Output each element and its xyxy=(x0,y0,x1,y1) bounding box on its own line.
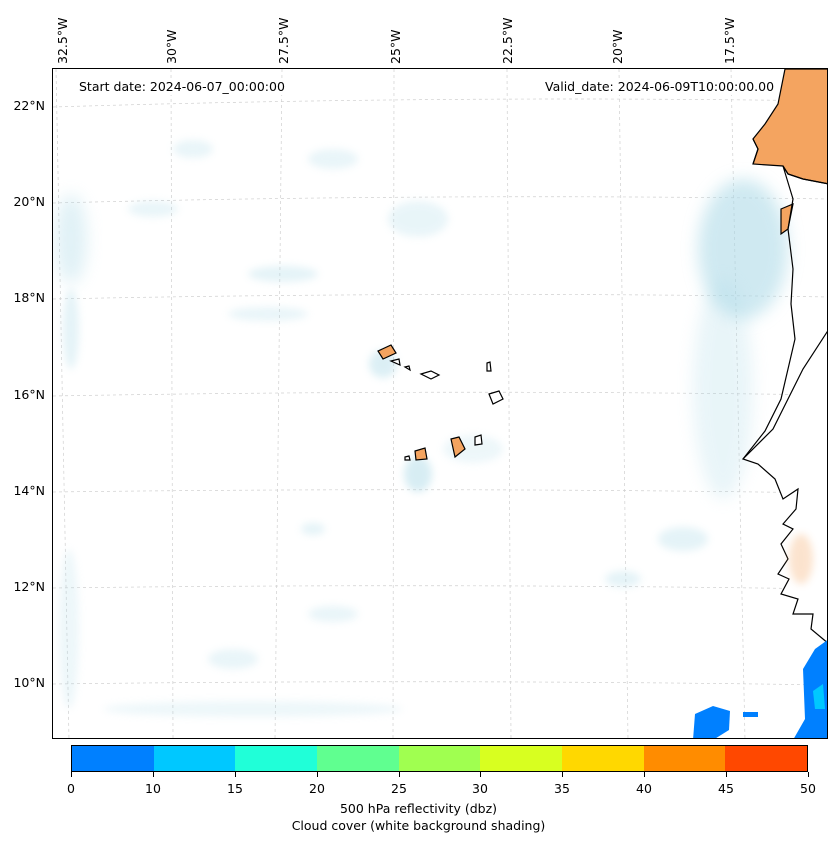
map-panel: Start date: 2024-06-07_00:00:00 Valid_da… xyxy=(52,68,828,739)
island-santo-antao xyxy=(377,344,397,360)
colorbar-segment xyxy=(153,746,236,771)
colorbar xyxy=(71,745,808,772)
lon-label-30w: 30°W xyxy=(164,29,179,64)
reflectivity-cells xyxy=(693,640,827,738)
valid-date-label: Valid_date: 2024-06-09T10:00:00.00 xyxy=(540,78,780,95)
colorbar-tick xyxy=(726,772,727,777)
island-fogo xyxy=(414,447,428,461)
island-brava xyxy=(404,455,411,461)
colorbar-tick xyxy=(71,772,72,777)
colorbar-tick-label: 20 xyxy=(309,781,325,796)
colorbar-label: 500 hPa reflectivity (dbz) xyxy=(339,801,498,816)
colorbar-segment xyxy=(562,746,644,771)
reflectivity-cell-1 xyxy=(693,706,730,738)
lat-label-22n: 22°N xyxy=(13,98,45,113)
colorbar-segment xyxy=(725,746,808,771)
lon-label-32-5w: 32.5°W xyxy=(55,17,70,64)
cloud-cover-shading xyxy=(55,140,788,717)
colorbar-segment xyxy=(72,746,154,771)
island-boa-vista xyxy=(488,390,504,405)
colorbar-segment xyxy=(398,746,481,771)
colorbar-tick-label: 45 xyxy=(718,781,734,796)
lon-label-22-5w: 22.5°W xyxy=(500,17,515,64)
colorbar-tick xyxy=(644,772,645,777)
colorbar-tick xyxy=(153,772,154,777)
island-sao-vicente xyxy=(403,365,411,372)
lon-label-25w: 25°W xyxy=(388,29,403,64)
island-maio xyxy=(474,434,483,446)
colorbar-tick xyxy=(808,772,809,777)
colorbar-tick xyxy=(399,772,400,777)
colorbar-tick-label: 35 xyxy=(554,781,570,796)
lon-label-17-5w: 17.5°W xyxy=(722,17,737,64)
reflectivity-cell-3 xyxy=(794,640,827,738)
western-sahara-coast xyxy=(752,69,827,185)
land-masses xyxy=(377,69,827,644)
lat-label-12n: 12°N xyxy=(13,579,45,594)
island-sal xyxy=(486,361,492,372)
map-canvas xyxy=(53,69,827,738)
lat-label-10n: 10°N xyxy=(13,675,45,690)
colorbar-tick-label: 30 xyxy=(472,781,488,796)
island-santiago xyxy=(450,436,466,459)
start-date-label: Start date: 2024-06-07_00:00:00 xyxy=(74,78,290,95)
colorbar-segment xyxy=(643,746,726,771)
colorbar-tick xyxy=(562,772,563,777)
colorbar-tick-label: 10 xyxy=(145,781,161,796)
colorbar-segment xyxy=(317,746,399,771)
colorbar-segment xyxy=(235,746,318,771)
mainland-africa xyxy=(741,69,827,644)
colorbar-segment xyxy=(480,746,563,771)
lat-label-18n: 18°N xyxy=(13,290,45,305)
island-sao-nicolau-east xyxy=(419,370,441,380)
graticule xyxy=(53,69,827,738)
colorbar-tick-label: 50 xyxy=(800,781,816,796)
colorbar-tick xyxy=(317,772,318,777)
island-sao-nicolau xyxy=(389,358,401,367)
reflectivity-cell-4 xyxy=(813,684,825,709)
colorbar-tick-label: 0 xyxy=(67,781,75,796)
colorbar-tick xyxy=(480,772,481,777)
lon-label-20w: 20°W xyxy=(610,29,625,64)
colorbar-tick-label: 40 xyxy=(636,781,652,796)
colorbar-tick-label: 25 xyxy=(391,781,407,796)
colorbar-tick xyxy=(235,772,236,777)
lat-label-16n: 16°N xyxy=(13,387,45,402)
colorbar-sublabel: Cloud cover (white background shading) xyxy=(291,818,546,833)
land-shading-coast xyxy=(789,534,813,584)
lat-label-14n: 14°N xyxy=(13,483,45,498)
colorbar-tick-label: 15 xyxy=(227,781,243,796)
lon-label-27-5w: 27.5°W xyxy=(276,17,291,64)
reflectivity-cell-2 xyxy=(743,712,758,717)
lat-label-20n: 20°N xyxy=(13,194,45,209)
